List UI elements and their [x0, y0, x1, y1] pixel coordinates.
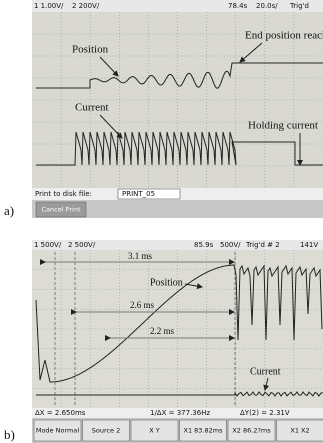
panel-label: b): [4, 427, 15, 442]
status: 2 200V/: [72, 2, 100, 10]
footer-text: ΔX = 2.650ms: [35, 409, 86, 417]
status: Trig'd # 2: [245, 241, 280, 249]
status: 1 500V/: [34, 241, 62, 249]
annotation: Position: [72, 44, 109, 56]
annotation: 2.6 ms: [130, 300, 155, 310]
annotation: Position: [150, 277, 183, 288]
annotation: Holding current: [248, 120, 318, 132]
annotation: 3.1 ms: [128, 251, 153, 261]
softkey-label: Cancel Print: [41, 206, 80, 214]
softkey-label: Source 2: [92, 427, 121, 435]
annotation: Current: [75, 102, 109, 114]
panel-label: a): [4, 203, 14, 218]
status: 2 500V/: [68, 241, 96, 249]
footer-text: ΔY(2) = 2.31V: [240, 409, 290, 417]
annotation: Current: [250, 366, 281, 377]
softkey-label: X1 83.82ms: [184, 427, 224, 435]
status: 85.9s: [194, 241, 214, 249]
annotation: 2.2 ms: [150, 326, 175, 336]
status: 78.4s: [228, 2, 248, 10]
annotation: End position reached: [245, 30, 323, 42]
scope-b: 1 500V/ 2 500V/ 85.9s 500V/ Trig'd # 2 1…: [4, 240, 323, 443]
softkey-label: X1 X2: [290, 427, 309, 435]
softkey-label: Mode Normal: [36, 427, 79, 435]
softkey-label: X2 86.2?ms: [232, 427, 271, 435]
status: 20.0s/: [256, 2, 278, 10]
status: 1 1.00V/: [34, 2, 64, 10]
scope-a: 1 1.00V/ 2 200V/ 78.4s 20.0s/ Trig'd Pos…: [4, 0, 323, 218]
footer-text: Print to disk file:: [35, 190, 92, 198]
footer-text: PRINT_05: [122, 190, 155, 198]
footer-text: 1/ΔX = 377.36Hz: [150, 409, 210, 417]
status: Trig'd: [289, 2, 309, 10]
status: 500V/: [220, 241, 241, 249]
status: 141V: [300, 241, 318, 249]
figure: 1 1.00V/ 2 200V/ 78.4s 20.0s/ Trig'd Pos…: [0, 0, 323, 443]
softkey-label: X Y: [149, 427, 160, 435]
